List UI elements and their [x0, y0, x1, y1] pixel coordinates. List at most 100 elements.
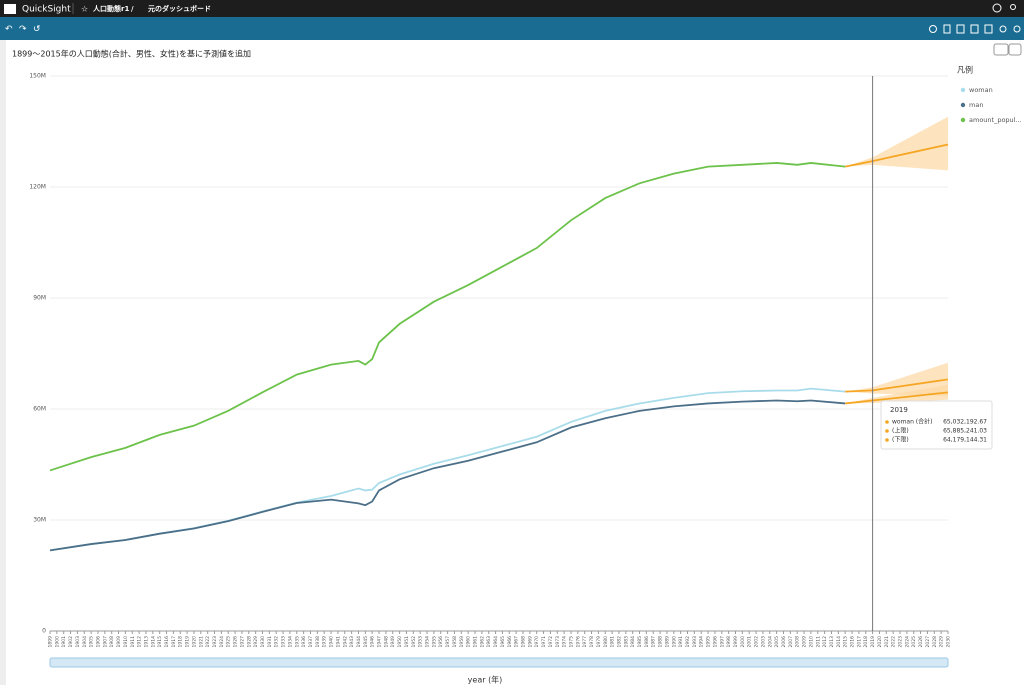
y-tick-label: 60M [33, 406, 46, 413]
x-tick-label: 2030 [946, 636, 952, 648]
x-tick-label: 2001 [747, 636, 753, 648]
x-tick-label: 2019 [870, 636, 876, 648]
x-tick-label: 1986 [644, 636, 650, 648]
x-tick-label: 1932 [274, 636, 280, 648]
x-tick-label: 2005 [774, 636, 780, 648]
x-tick-label: 1949 [390, 636, 396, 648]
x-tick-label: 2009 [802, 636, 808, 648]
x-tick-label: 1964 [493, 636, 499, 648]
dashboard-link[interactable]: 元のダッシュボード [148, 4, 211, 13]
x-tick-label: 1989 [664, 636, 670, 648]
series-line [49, 162, 846, 472]
star-icon[interactable]: ☆ [81, 5, 88, 14]
y-tick-label: 0 [42, 628, 46, 635]
icon[interactable] [970, 24, 979, 34]
legend-marker [960, 87, 966, 93]
x-tick-label: 1918 [178, 636, 184, 648]
x-tick-label: 2000 [740, 636, 746, 648]
x-tick-label: 1938 [315, 636, 321, 648]
x-tick-label: 2027 [925, 636, 931, 648]
x-tick-label: 1927 [239, 636, 245, 648]
redo[interactable]: ↷ [19, 25, 27, 35]
x-tick-label: 1992 [685, 636, 691, 648]
tooltip-marker [885, 438, 889, 442]
x-tick-label: 1969 [527, 636, 533, 648]
x-tick-label: 2017 [856, 636, 862, 648]
x-tick-label: 1899 [48, 636, 54, 648]
y-tick-label: 150M [29, 73, 46, 80]
x-tick-label: 1924 [219, 636, 225, 648]
x-tick-label: 1987 [651, 636, 657, 648]
scrollbar[interactable] [49, 657, 949, 668]
icon[interactable] [956, 24, 965, 34]
legend-label[interactable]: man [969, 101, 983, 109]
x-tick-label: 1941 [335, 636, 341, 648]
legend-label[interactable]: amount_popul... [969, 116, 1022, 124]
x-tick-label: 1942 [342, 636, 348, 648]
icon[interactable] [999, 25, 1007, 33]
x-tick-label: 1905 [89, 636, 95, 648]
x-tick-label: 1954 [425, 636, 431, 648]
x-tick-label: 1926 [233, 636, 239, 648]
x-tick-label: 2022 [891, 636, 897, 648]
legend-marker [960, 117, 966, 123]
x-tick-label: 1978 [589, 636, 595, 648]
logo[interactable] [4, 4, 16, 14]
x-tick-label: 1944 [356, 636, 362, 648]
tooltip-label: (上限) [892, 427, 909, 435]
x-tick-label: 1950 [397, 636, 403, 648]
x-tick-label: 1916 [164, 636, 170, 648]
series-line [49, 399, 846, 552]
x-tick-label: 1922 [205, 636, 211, 648]
series-line [49, 387, 846, 552]
forecast-band [845, 116, 948, 171]
x-tick-label: 1921 [198, 636, 204, 648]
x-tick-label: 1979 [596, 636, 602, 648]
x-tick-label: 2007 [788, 636, 794, 648]
x-tick-label: 1912 [137, 636, 143, 648]
x-tick-label: 1976 [575, 636, 581, 648]
help-icon[interactable] [992, 3, 1002, 13]
user-icon[interactable] [1010, 4, 1016, 10]
x-tick-label: 2028 [932, 636, 938, 648]
x-tick-label: 1914 [150, 636, 156, 648]
forecast-band [845, 384, 948, 404]
icon[interactable] [943, 24, 951, 34]
x-tick-label: 1957 [445, 636, 451, 648]
x-tick-label: 1907 [102, 636, 108, 648]
x-tick-label: 2012 [822, 636, 828, 648]
x-tick-label: 1934 [287, 636, 293, 648]
app-name[interactable]: QuickSight [22, 5, 71, 15]
x-tick-label: 1925 [226, 636, 232, 648]
x-tick-label: 1990 [671, 636, 677, 648]
x-tick-label: 1952 [411, 636, 417, 648]
expand-button[interactable] [993, 43, 1009, 56]
undo[interactable]: ↶ [5, 25, 13, 35]
x-tick-label: 1983 [623, 636, 629, 648]
analysis-name[interactable]: 人口動態r1 [93, 4, 129, 13]
tooltip-value: 64,179,144.31 [943, 437, 987, 444]
icon[interactable] [929, 25, 937, 33]
x-tick-label: 1974 [562, 636, 568, 648]
x-tick-label: 1906 [95, 636, 101, 648]
x-tick-label: 1956 [438, 636, 444, 648]
x-tick-label: 1973 [555, 636, 561, 648]
x-tick-label: 1910 [123, 636, 129, 648]
x-tick-label: 1977 [582, 636, 588, 648]
x-tick-label: 2006 [781, 636, 787, 648]
menu-button[interactable] [1008, 43, 1022, 56]
x-tick-label: 2011 [815, 636, 821, 648]
icon[interactable] [984, 24, 993, 34]
x-tick-label: 1943 [349, 636, 355, 648]
legend-label[interactable]: woman [969, 86, 993, 94]
legend-marker [960, 102, 966, 108]
tooltip-value: 65,885,241.03 [943, 428, 987, 435]
x-tick-label: 1963 [486, 636, 492, 648]
x-tick-label: 1909 [116, 636, 122, 648]
reset[interactable]: ↺ [33, 25, 41, 35]
x-tick-label: 1962 [479, 636, 485, 648]
x-tick-label: 1936 [301, 636, 307, 648]
icon[interactable] [1013, 25, 1021, 33]
tooltip-label: (下限) [892, 436, 909, 444]
